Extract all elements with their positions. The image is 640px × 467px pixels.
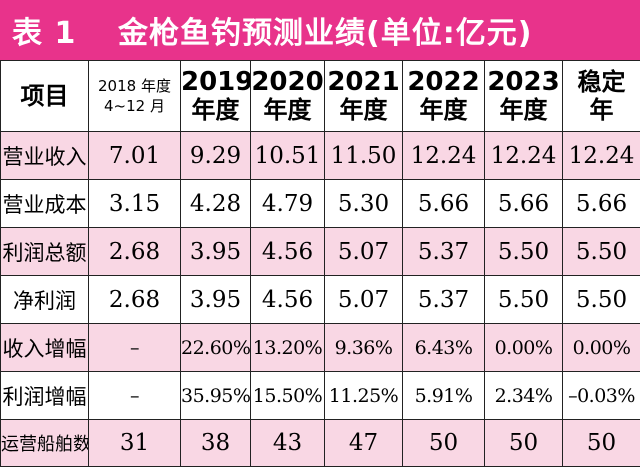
- table-cell: 9.29: [181, 132, 251, 180]
- table-cell: 5.07: [325, 276, 403, 324]
- table-row: 利润总额 2.68 3.95 4.56 5.07 5.37 5.50 5.50: [1, 228, 640, 276]
- header-line: 2019: [181, 68, 250, 96]
- table-cell: 43: [251, 420, 325, 467]
- table-cell: 4.28: [181, 180, 251, 228]
- table-cell: 15.50%: [251, 372, 325, 420]
- forecast-table: 项目 2018 年度 4~12 月 2019 年度 2020 年度 2021 年…: [0, 60, 640, 467]
- table-cell: 13.20%: [251, 324, 325, 372]
- table-cell: 5.50: [563, 276, 640, 324]
- table-cell: –0.03%: [563, 372, 640, 420]
- table-cell: 22.60%: [181, 324, 251, 372]
- row-label: 净利润: [1, 276, 89, 324]
- header-row: 项目 2018 年度 4~12 月 2019 年度 2020 年度 2021 年…: [1, 61, 640, 132]
- table-cell: 7.01: [89, 132, 181, 180]
- table-cell: –: [89, 324, 181, 372]
- header-col-stable: 稳定 年: [563, 61, 640, 132]
- header-line: 2022: [403, 68, 484, 96]
- table-cell: 2.34%: [485, 372, 563, 420]
- table-row: 利润增幅 – 35.95% 15.50% 11.25% 5.91% 2.34% …: [1, 372, 640, 420]
- table-cell: 12.24: [403, 132, 485, 180]
- title-bar: 表 1 金枪鱼钓预测业绩(单位:亿元): [0, 0, 640, 60]
- table-cell: 11.50: [325, 132, 403, 180]
- table-cell: 5.50: [485, 228, 563, 276]
- table-cell: 5.66: [403, 180, 485, 228]
- row-label: 营业成本: [1, 180, 89, 228]
- table-cell: 5.66: [485, 180, 563, 228]
- header-col-2019: 2019 年度: [181, 61, 251, 132]
- table-row: 营业收入 7.01 9.29 10.51 11.50 12.24 12.24 1…: [1, 132, 640, 180]
- header-col-2021: 2021 年度: [325, 61, 403, 132]
- table-cell: 5.66: [563, 180, 640, 228]
- table-cell: 10.51: [251, 132, 325, 180]
- table-cell: 5.37: [403, 276, 485, 324]
- header-line: 年度: [485, 96, 562, 124]
- header-line: 2018 年度: [89, 76, 180, 96]
- table-cell: 50: [485, 420, 563, 467]
- header-line: 年度: [251, 96, 324, 124]
- table-row: 运营船舶数 31 38 43 47 50 50 50: [1, 420, 640, 467]
- header-line: 4~12 月: [89, 96, 180, 116]
- table-cell: 5.07: [325, 228, 403, 276]
- table-cell: 2.68: [89, 276, 181, 324]
- table-cell: 3.95: [181, 276, 251, 324]
- table-cell: 50: [563, 420, 640, 467]
- table-cell: –: [89, 372, 181, 420]
- table-cell: 5.50: [485, 276, 563, 324]
- header-line: 2023: [485, 68, 562, 96]
- table-cell: 47: [325, 420, 403, 467]
- header-col-2018: 2018 年度 4~12 月: [89, 61, 181, 132]
- header-col-2023: 2023 年度: [485, 61, 563, 132]
- header-col-2022: 2022 年度: [403, 61, 485, 132]
- table-cell: 38: [181, 420, 251, 467]
- table-cell: 4.56: [251, 228, 325, 276]
- table-title: 金枪鱼钓预测业绩(单位:亿元): [118, 8, 532, 52]
- table-row: 收入增幅 – 22.60% 13.20% 9.36% 6.43% 0.00% 0…: [1, 324, 640, 372]
- table-cell: 3.95: [181, 228, 251, 276]
- header-line: 年度: [181, 96, 250, 124]
- header-line: 年度: [403, 96, 484, 124]
- table-row: 营业成本 3.15 4.28 4.79 5.30 5.66 5.66 5.66: [1, 180, 640, 228]
- header-line: 年: [563, 96, 640, 124]
- header-col-2020: 2020 年度: [251, 61, 325, 132]
- row-label: 收入增幅: [1, 324, 89, 372]
- table-row: 净利润 2.68 3.95 4.56 5.07 5.37 5.50 5.50: [1, 276, 640, 324]
- table-cell: 5.30: [325, 180, 403, 228]
- table-cell: 5.50: [563, 228, 640, 276]
- table-cell: 50: [403, 420, 485, 467]
- header-line: 年度: [325, 96, 402, 124]
- table-cell: 31: [89, 420, 181, 467]
- table-cell: 0.00%: [485, 324, 563, 372]
- table-cell: 9.36%: [325, 324, 403, 372]
- row-label: 营业收入: [1, 132, 89, 180]
- header-line: 2021: [325, 68, 402, 96]
- table-cell: 12.24: [485, 132, 563, 180]
- table-cell: 5.91%: [403, 372, 485, 420]
- row-label: 运营船舶数: [1, 420, 89, 467]
- row-label: 利润总额: [1, 228, 89, 276]
- table-cell: 4.79: [251, 180, 325, 228]
- table-cell: 3.15: [89, 180, 181, 228]
- table-cell: 2.68: [89, 228, 181, 276]
- table-cell: 5.37: [403, 228, 485, 276]
- table-cell: 35.95%: [181, 372, 251, 420]
- table-cell: 4.56: [251, 276, 325, 324]
- table-number: 表 1: [12, 8, 112, 52]
- header-line: 2020: [251, 68, 324, 96]
- row-label: 利润增幅: [1, 372, 89, 420]
- header-item: 项目: [1, 61, 89, 132]
- table-cell: 12.24: [563, 132, 640, 180]
- table-cell: 6.43%: [403, 324, 485, 372]
- table-cell: 11.25%: [325, 372, 403, 420]
- header-line: 稳定: [563, 68, 640, 96]
- table-cell: 0.00%: [563, 324, 640, 372]
